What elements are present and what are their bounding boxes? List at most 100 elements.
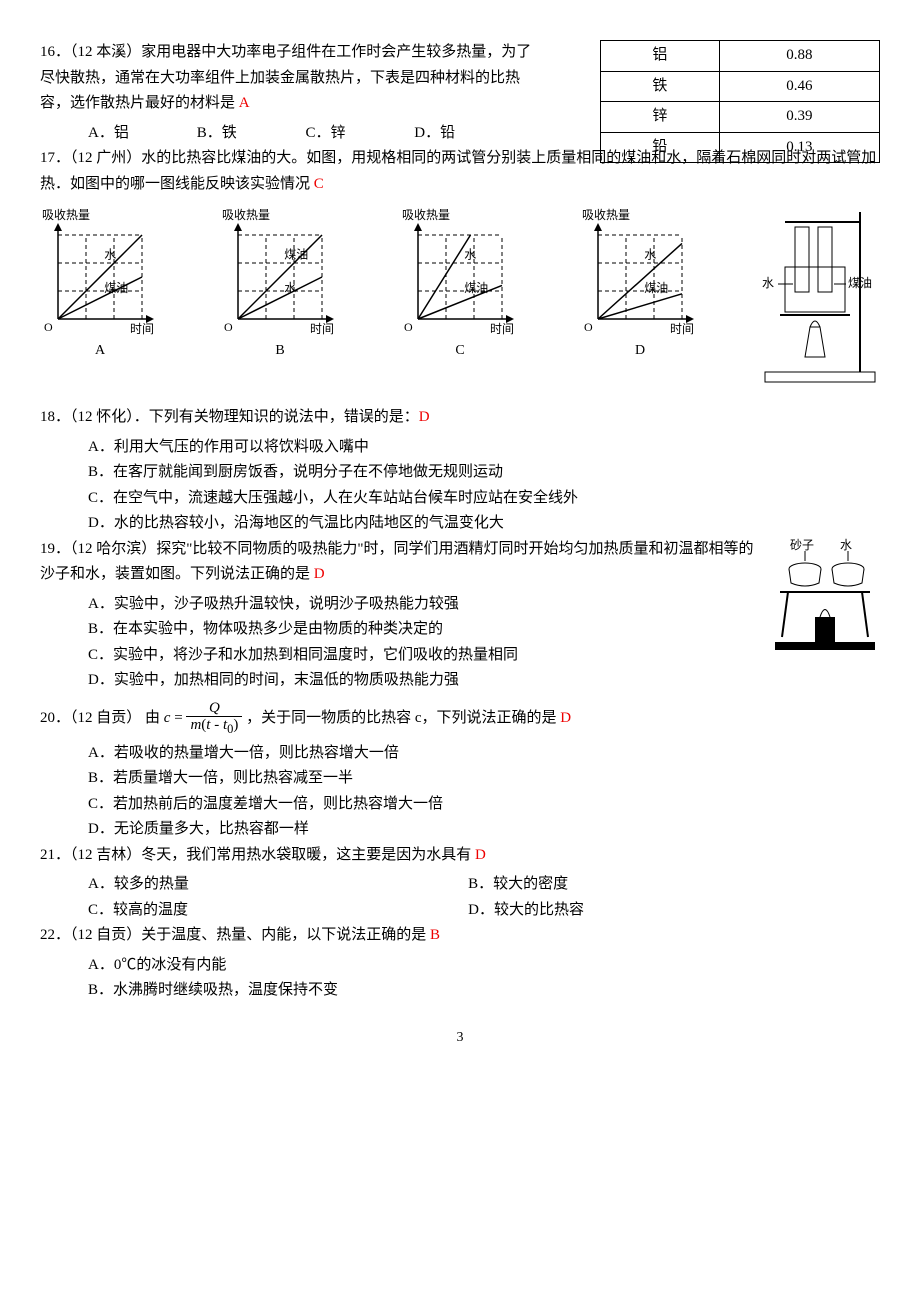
q21-num: 21． (40, 847, 70, 863)
materials-table: 铝0.88 铁0.46 锌0.39 铅0.13 (600, 40, 880, 163)
svg-text:吸收热量: 吸收热量 (582, 208, 630, 222)
table-row: 铁0.46 (601, 71, 880, 102)
q20-opt-c: C．若加热前后的温度差增大一倍，则比热容增大一倍 (40, 792, 880, 818)
q16-block: 铝0.88 铁0.46 锌0.39 铅0.13 16．（12 本溪）家用电器中大… (40, 40, 880, 146)
q18-num: 18． (40, 409, 70, 425)
q20-pre: 由 (145, 710, 160, 726)
page-number: 3 (40, 1026, 880, 1050)
cell-val: 0.39 (719, 102, 879, 133)
svg-text:吸收热量: 吸收热量 (402, 208, 450, 222)
opt: A．铝 (88, 121, 163, 147)
q21-body: 冬天，我们常用热水袋取暖，这主要是因为水具有 (141, 847, 475, 863)
q18-body: 下列有关物理知识的说法中，错误的是： (149, 409, 419, 425)
q17-src: （12 广州） (70, 150, 141, 166)
svg-text:O: O (584, 320, 593, 334)
table-row: 锌0.39 (601, 102, 880, 133)
q21-src: （12 吉林） (70, 847, 141, 863)
chart-b: 吸收热量煤油水O时间B (220, 207, 340, 363)
svg-text:砂子: 砂子 (790, 538, 814, 552)
q22-num: 22． (40, 927, 70, 943)
q17-chart-row: 吸收热量水煤油O时间A 吸收热量煤油水O时间B 吸收热量水煤油O时间C 吸收热量… (40, 207, 880, 387)
q18-src: （12 怀化）． (70, 409, 149, 425)
svg-text:吸收热量: 吸收热量 (42, 208, 90, 222)
cell-mat: 铝 (601, 41, 720, 72)
fig19-apparatus: 砂子 水 (770, 537, 880, 657)
opt: A．较多的热量 (88, 872, 468, 898)
q18-opt-b: B．在客厅就能闻到厨房饭香，说明分子在不停地做无规则运动 (40, 460, 880, 486)
opt: D．铅 (414, 121, 489, 147)
q19-opt-a: A．实验中，沙子吸热升温较快，说明沙子吸热能力较强 (40, 592, 880, 618)
q18-opt-a: A．利用大气压的作用可以将饮料吸入嘴中 (40, 435, 880, 461)
q20-src: （12 自贡） (70, 710, 141, 726)
q20-opt-a: A．若吸收的热量增大一倍，则比热容增大一倍 (40, 741, 880, 767)
svg-text:煤油: 煤油 (848, 276, 872, 290)
q22-opt-a: A．0℃的冰没有内能 (40, 953, 880, 979)
q16-src: （12 本溪） (70, 44, 141, 60)
cell-mat: 锌 (601, 102, 720, 133)
chart-letter: D (580, 339, 700, 363)
q18-opt-d: D．水的比热容较小，沿海地区的气温比内陆地区的气温变化大 (40, 511, 880, 537)
q18-answer: D (419, 409, 430, 425)
svg-text:煤油: 煤油 (104, 281, 128, 295)
apparatus-q17: 水 煤油 (760, 207, 880, 387)
q20-text: 20．（12 自贡） 由 c = Q m(t - t0) ，关于同一物质的比热容… (40, 700, 880, 737)
svg-text:时间: 时间 (310, 322, 334, 336)
q19-src: （12 哈尔滨） (70, 541, 156, 557)
q20-num: 20． (40, 710, 70, 726)
cell-val: 0.46 (719, 71, 879, 102)
q19-opt-d: D．实验中，加热相同的时间，末温低的物质吸热能力强 (40, 668, 880, 694)
svg-text:时间: 时间 (670, 322, 694, 336)
svg-text:煤油: 煤油 (464, 281, 488, 295)
q21-options: A．较多的热量 B．较大的密度 C．较高的温度 D．较大的比热容 (40, 872, 880, 923)
q19-opt-b: B．在本实验中，物体吸热多少是由物质的种类决定的 (40, 617, 880, 643)
q19-num: 19． (40, 541, 70, 557)
chart-a: 吸收热量水煤油 O 时间 A (40, 207, 160, 363)
svg-text:水: 水 (644, 248, 656, 262)
svg-text:水: 水 (284, 281, 296, 295)
svg-text:O: O (44, 320, 53, 334)
chart-letter: C (400, 339, 520, 363)
chart-d: 吸收热量水煤油 O 时间 D (580, 207, 700, 363)
svg-text:水: 水 (840, 538, 852, 552)
table-row: 铝0.88 (601, 41, 880, 72)
q20-answer: D (560, 710, 571, 726)
q22-src: （12 自贡） (70, 927, 141, 943)
opt: C．较高的温度 (88, 898, 468, 924)
svg-text:时间: 时间 (490, 322, 514, 336)
q20-opt-b: B．若质量增大一倍，则比热容减至一半 (40, 766, 880, 792)
q22-text: 22．（12 自贡）关于温度、热量、内能，以下说法正确的是 B (40, 923, 880, 949)
q19-block: 砂子 水 19．（12 哈尔滨）探究"比较不同物质的吸热能力"时，同学们用酒精灯同… (40, 537, 880, 694)
svg-text:时间: 时间 (130, 322, 154, 336)
cell-val: 0.88 (719, 41, 879, 72)
q22-answer: B (430, 927, 440, 943)
svg-text:水: 水 (104, 248, 116, 262)
q17-num: 17． (40, 150, 70, 166)
opt: C．锌 (306, 121, 381, 147)
q16-answer: A (239, 95, 250, 111)
table-row: 铅0.13 (601, 132, 880, 163)
q21-answer: D (475, 847, 486, 863)
q20-formula: c = Q m(t - t0) (164, 710, 246, 726)
opt: B．较大的密度 (468, 872, 848, 898)
svg-text:煤油: 煤油 (284, 248, 308, 262)
q20-opt-d: D．无论质量多大，比热容都一样 (40, 817, 880, 843)
q21-text: 21．（12 吉林）冬天，我们常用热水袋取暖，这主要是因为水具有 D (40, 843, 880, 869)
cell-val: 0.13 (719, 132, 879, 163)
q19-text: 19．（12 哈尔滨）探究"比较不同物质的吸热能力"时，同学们用酒精灯同时开始均… (40, 537, 880, 588)
svg-text:O: O (224, 320, 233, 334)
q16-num: 16． (40, 44, 70, 60)
q19-answer: D (314, 566, 325, 582)
q19-opt-c: C．实验中，将沙子和水加热到相同温度时，它们吸收的热量相同 (40, 643, 880, 669)
svg-text:水: 水 (464, 248, 476, 262)
cell-mat: 铅 (601, 132, 720, 163)
chart-letter: A (40, 339, 160, 363)
q20-post: ，关于同一物质的比热容 c，下列说法正确的是 (246, 710, 560, 726)
svg-text:煤油: 煤油 (644, 281, 668, 295)
svg-text:水: 水 (762, 276, 774, 290)
q22-opt-b: B．水沸腾时继续吸热，温度保持不变 (40, 978, 880, 1004)
svg-text:O: O (404, 320, 413, 334)
svg-text:吸收热量: 吸收热量 (222, 208, 270, 222)
chart-c: 吸收热量水煤油 O 时间 C (400, 207, 520, 363)
q16-text: 16．（12 本溪）家用电器中大功率电子组件在工作时会产生较多热量，为了尽快散热… (40, 40, 540, 117)
q17-answer: C (314, 176, 324, 192)
